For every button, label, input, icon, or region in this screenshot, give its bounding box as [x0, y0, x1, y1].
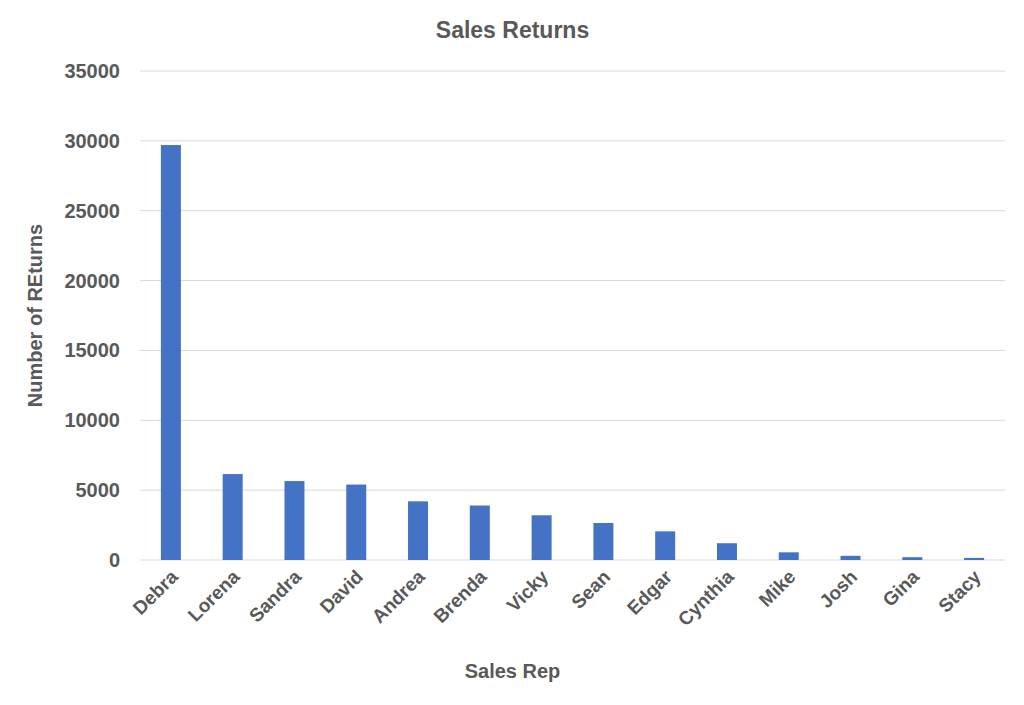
bar	[655, 531, 675, 560]
y-tick-label: 0	[109, 549, 120, 571]
x-tick-label: Gina	[878, 566, 923, 611]
bar	[964, 558, 984, 560]
chart-container: 0 5000 10000 15000 20000 25000 30000 35000 Debra…	[0, 0, 1024, 705]
bar	[408, 501, 428, 560]
x-tick-label: Andrea	[368, 566, 429, 627]
x-tick-label: Debra	[129, 566, 182, 619]
grid-line	[140, 350, 1005, 351]
bar	[284, 481, 304, 560]
bar	[593, 523, 613, 560]
bar	[841, 556, 861, 560]
bars	[161, 145, 984, 560]
y-axis-label: Number of REturns	[24, 224, 46, 407]
grid-line	[140, 490, 1005, 491]
x-tick-label: David	[316, 566, 367, 617]
grid-line	[140, 280, 1005, 281]
y-tick-label: 5000	[76, 479, 121, 501]
bar	[346, 485, 366, 560]
grid-line	[140, 71, 1005, 72]
bar	[902, 557, 922, 560]
x-tick-label: Brenda	[430, 566, 491, 627]
chart-svg: 0 5000 10000 15000 20000 25000 30000 35000 Debra…	[0, 0, 1024, 705]
y-tick-label: 10000	[64, 409, 120, 431]
title: Sales Returns	[436, 17, 589, 43]
grid-line	[140, 560, 1005, 561]
bar	[532, 515, 552, 560]
grid-line	[140, 210, 1005, 211]
x-tick-label: Sandra	[245, 566, 306, 627]
x-tick-label: Sean	[567, 566, 614, 613]
y-tick-label: 15000	[64, 339, 120, 361]
x-axis-label: Sales Rep	[465, 660, 561, 682]
x-tick-label: Vicky	[503, 566, 553, 616]
x-tick-label: Edgar	[623, 566, 676, 619]
grid-line	[140, 140, 1005, 141]
y-tick-label: 25000	[64, 200, 120, 222]
y-tick-label: 20000	[64, 270, 120, 292]
x-tick-label: Cynthia	[674, 566, 738, 630]
bar	[161, 145, 181, 560]
y-tick-label: 35000	[64, 60, 120, 82]
x-tick-label: Mike	[755, 566, 800, 611]
grid-line	[140, 420, 1005, 421]
y-tick-label: 30000	[64, 130, 120, 152]
x-tick-label: Lorena	[184, 566, 244, 626]
bar	[223, 474, 243, 560]
bar	[779, 552, 799, 560]
x-tick-label: Stacy	[934, 566, 985, 617]
x-tick-label: Josh	[815, 566, 861, 612]
bar	[717, 543, 737, 560]
bar	[470, 506, 490, 560]
